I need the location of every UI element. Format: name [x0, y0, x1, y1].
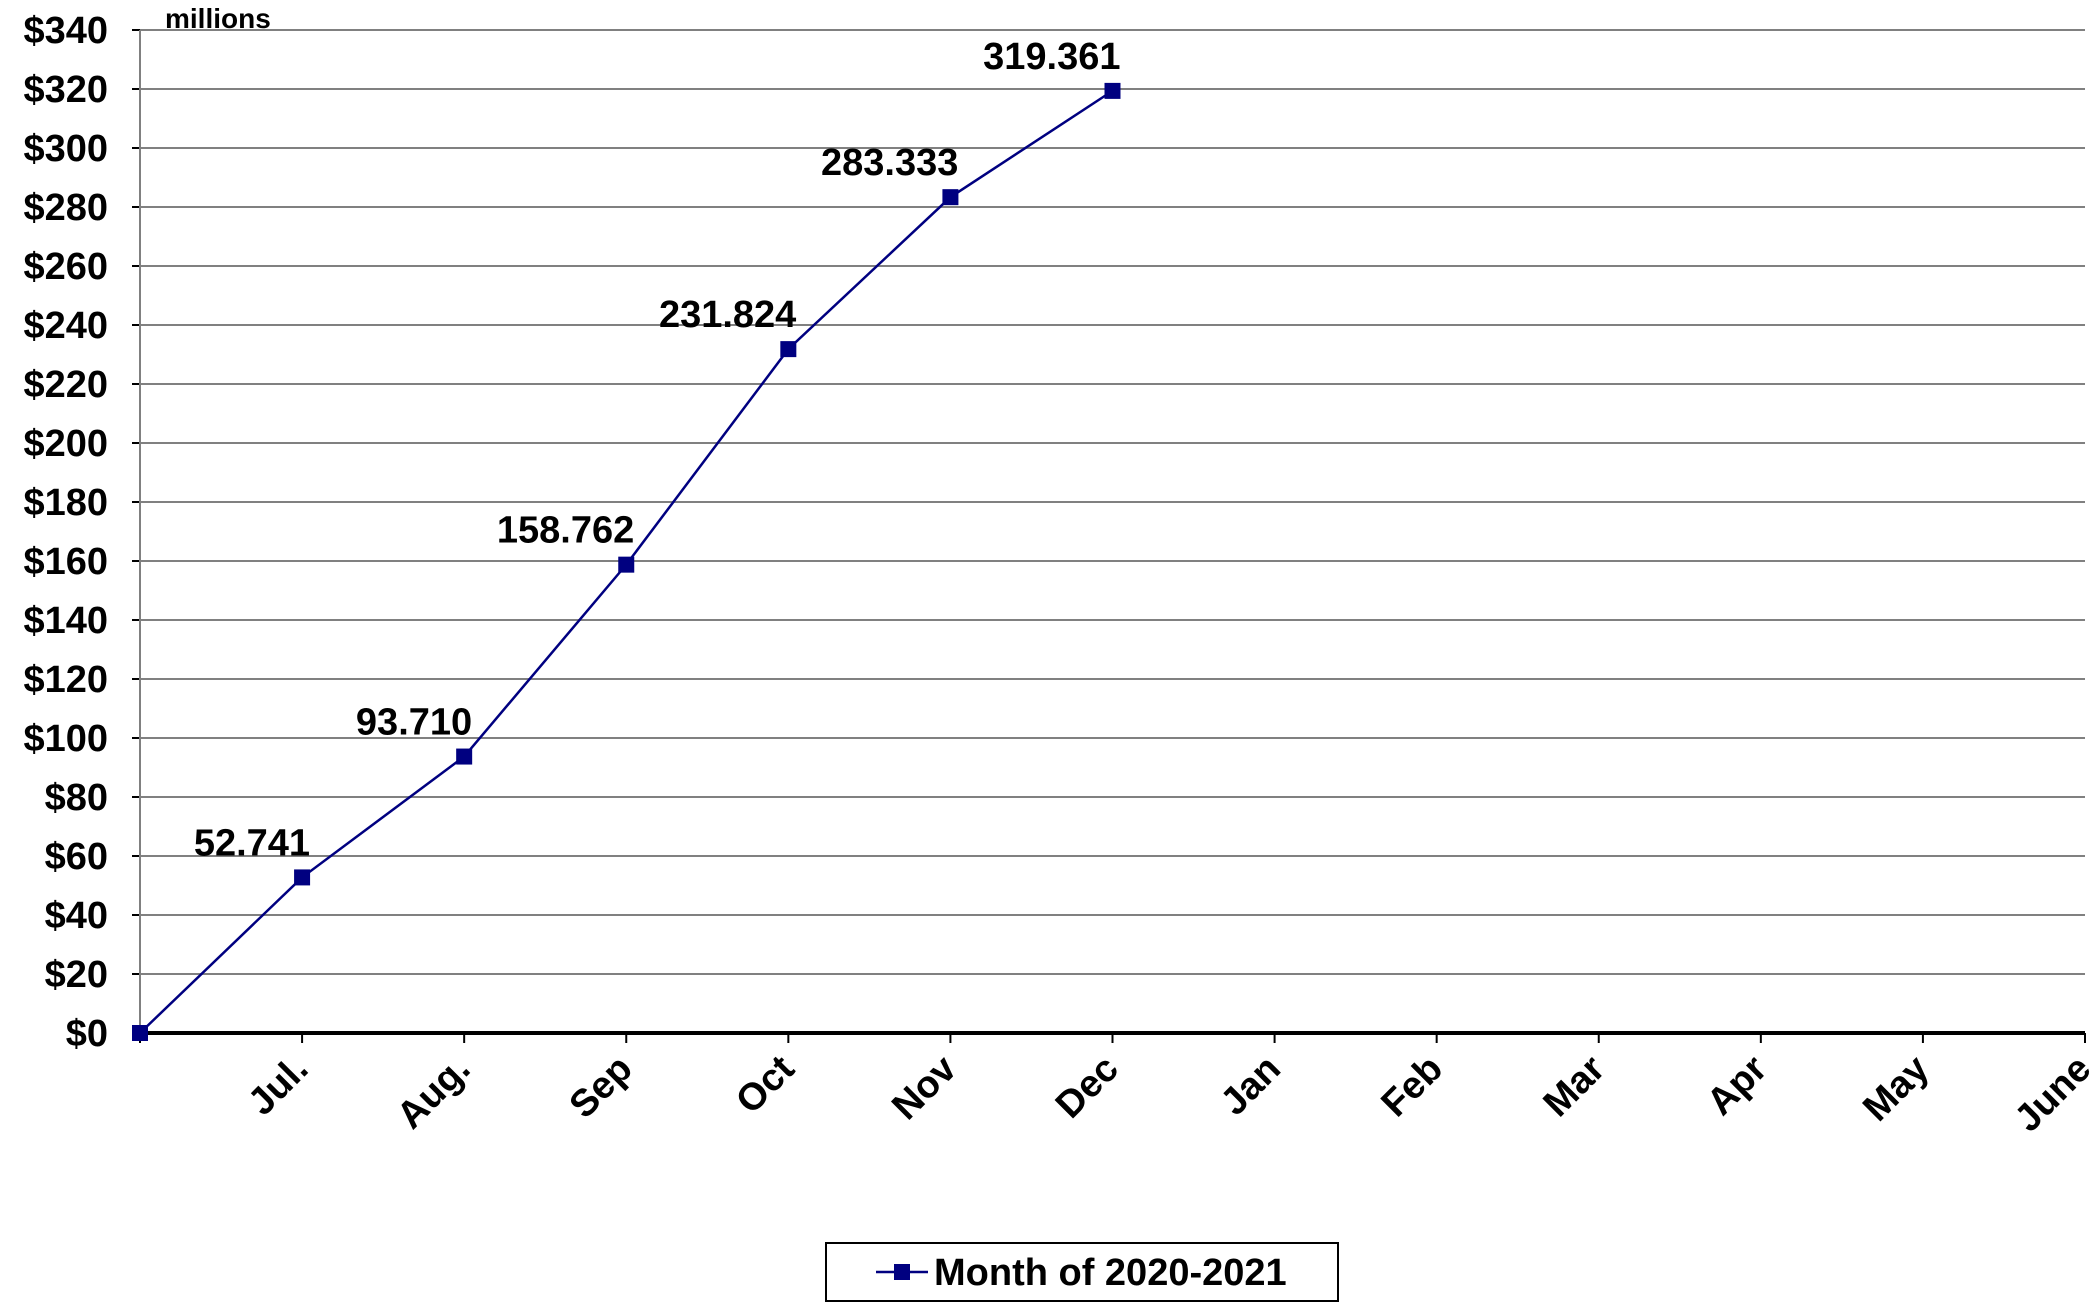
- y-tick-label: $300: [23, 128, 108, 170]
- x-axis-ticks: Jul. Aug. Sep Oct Nov Dec Jan Feb Mar Apr May June: [139, 1033, 2097, 1140]
- y-tick-label: $0: [66, 1013, 108, 1055]
- data-label: 319.361: [983, 36, 1120, 78]
- y-tick-label: $320: [23, 69, 108, 111]
- x-tick-label: Nov: [884, 1048, 964, 1128]
- y-tick-label: $40: [45, 895, 108, 937]
- x-tick-label: Jan: [1213, 1048, 1289, 1124]
- y-tick-label: $20: [45, 954, 108, 996]
- y-tick-label: $140: [23, 600, 108, 642]
- y-tick-label: $240: [23, 305, 108, 347]
- y-tick-label: $160: [23, 541, 108, 583]
- x-tick-label: Apr: [1699, 1048, 1775, 1124]
- y-tick-label: $280: [23, 187, 108, 229]
- data-point-marker: [294, 869, 311, 886]
- data-point-marker: [942, 189, 959, 206]
- data-label: 283.333: [821, 142, 958, 184]
- data-point-marker: [618, 556, 635, 573]
- series-line: [132, 82, 1121, 1041]
- data-labels: 52.741 93.710 158.762 231.824 283.333 319.361: [194, 36, 1121, 865]
- data-point-marker: [456, 748, 473, 765]
- legend: Month of 2020-2021: [825, 1242, 1339, 1302]
- legend-label: Month of 2020-2021: [934, 1252, 1287, 1294]
- x-tick-label: Mar: [1536, 1048, 1614, 1126]
- data-point-marker: [1104, 82, 1121, 99]
- y-tick-label: $180: [23, 482, 108, 524]
- y-tick-label: $260: [23, 246, 108, 288]
- y-axis-ticks: $0 $20 $40 $60 $80 $100 $120 $140 $160 $180 $200 $2…: [23, 10, 140, 1055]
- data-point-marker: [780, 341, 797, 358]
- y-tick-label: $80: [45, 777, 108, 819]
- data-point-marker: [132, 1025, 148, 1041]
- y-tick-label: $220: [23, 364, 108, 406]
- y-unit-label: millions: [165, 3, 271, 34]
- x-tick-label: Aug.: [389, 1048, 478, 1137]
- x-tick-label: May: [1855, 1048, 1937, 1130]
- data-label: 231.824: [659, 294, 796, 336]
- gridlines: [140, 29, 2085, 975]
- x-tick-label: Sep: [562, 1048, 641, 1127]
- x-tick-label: June: [2007, 1048, 2097, 1140]
- x-tick-label: Jul.: [240, 1048, 316, 1124]
- data-label: 52.741: [194, 822, 310, 864]
- x-tick-label: Oct: [728, 1047, 803, 1122]
- x-tick-label: Dec: [1048, 1048, 1127, 1127]
- legend-marker-icon: [894, 1264, 910, 1280]
- y-tick-label: $100: [23, 718, 108, 760]
- x-tick-label: Feb: [1374, 1048, 1451, 1125]
- data-label: 93.710: [356, 702, 472, 744]
- y-tick-label: $120: [23, 659, 108, 701]
- y-tick-label: $60: [45, 836, 108, 878]
- y-tick-label: $200: [23, 423, 108, 465]
- data-label: 158.762: [497, 510, 634, 552]
- y-tick-label: $340: [23, 10, 108, 52]
